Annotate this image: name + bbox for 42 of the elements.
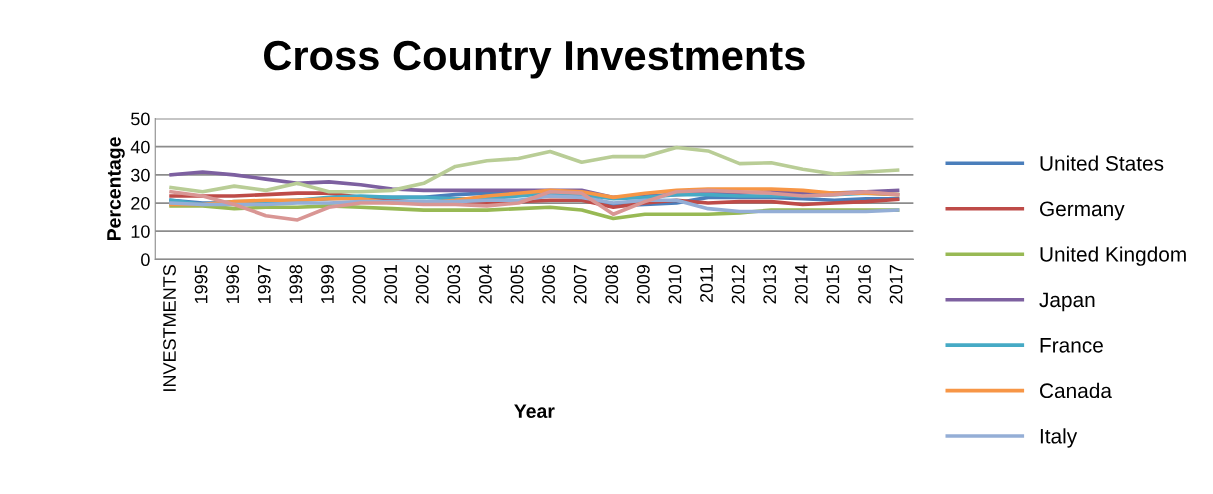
x-tick-label: INVESTMENTS [163, 265, 176, 391]
x-tick-label: 1998 [289, 264, 303, 303]
x-tick-label: 2016 [858, 265, 871, 304]
y-tick-label: 40 [130, 140, 150, 154]
x-tick-label: 2005 [510, 264, 524, 304]
legend-label: Italy [1040, 428, 1078, 448]
legend-label: Germany [1040, 201, 1125, 221]
y-tick-label: 20 [131, 196, 150, 210]
x-tick-label: 2006 [542, 265, 555, 304]
x-tick-label: 2014 [794, 264, 808, 304]
legend-label: United Kingdom [1040, 246, 1186, 266]
legend-label: Canada [1040, 382, 1112, 399]
x-tick-label: 2002 [415, 265, 429, 304]
x-tick-label: 2001 [384, 265, 398, 304]
x-tick-label: 2011 [700, 265, 713, 303]
x-tick-label: 1999 [321, 265, 334, 303]
y-axis-title: Percentage [107, 137, 125, 241]
y-tick-label: 10 [131, 225, 150, 238]
x-tick-label: 2017 [889, 265, 903, 304]
x-tick-label: 2009 [636, 265, 650, 304]
x-tick-label: 2007 [573, 265, 587, 304]
x-axis-title: Year [514, 404, 555, 419]
chart-title: Cross Country Investments [264, 40, 805, 79]
x-tick-label: 1997 [257, 265, 271, 303]
x-tick-label: 2012 [731, 265, 745, 304]
legend-label: United States [1040, 155, 1164, 171]
x-tick-label: 2010 [668, 264, 682, 304]
x-tick-label: 2015 [826, 264, 840, 304]
line-series [169, 188, 900, 222]
x-tick-label: 2003 [447, 265, 461, 304]
line-series [169, 145, 900, 194]
y-tick-label: 50 [131, 112, 150, 126]
y-tick-label: 0 [141, 253, 150, 267]
x-tick-label: 1996 [226, 265, 240, 303]
x-tick-label: 2004 [479, 264, 492, 304]
x-tick-label: 2000 [352, 264, 366, 304]
legend-label: France [1040, 338, 1103, 353]
y-tick-label: 30 [131, 168, 150, 182]
x-tick-label: 1995 [194, 264, 208, 303]
x-tick-label: 2008 [605, 264, 619, 304]
x-tick-label: 2013 [763, 265, 777, 304]
legend-label: Japan [1039, 292, 1095, 312]
